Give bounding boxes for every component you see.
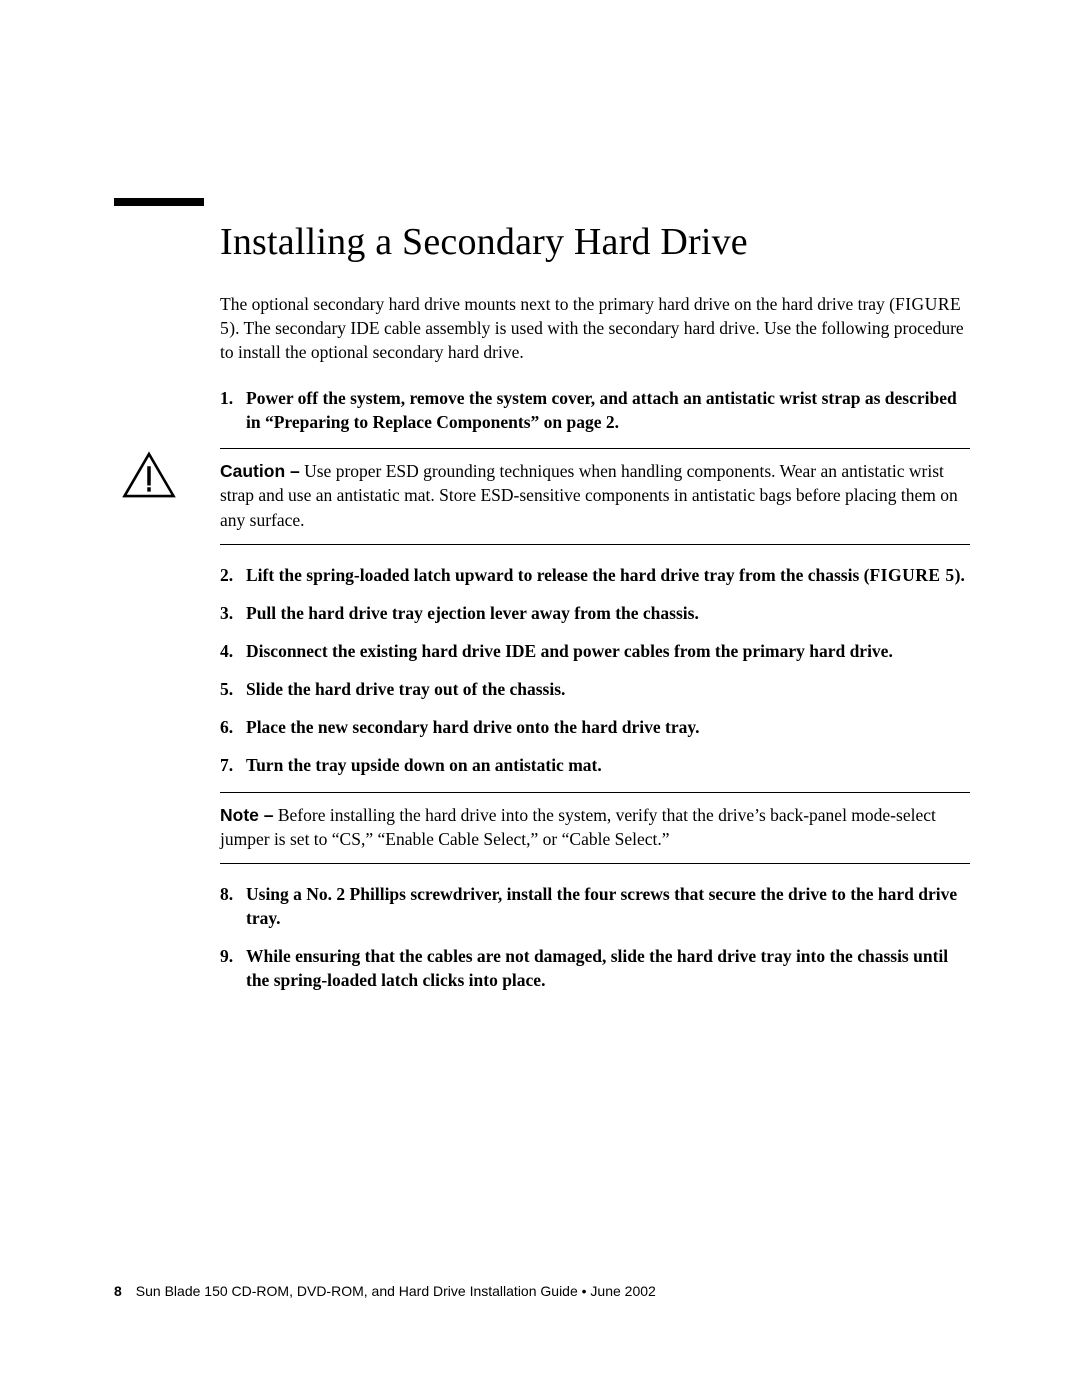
page: Installing a Secondary Hard Drive The op… [0, 0, 1080, 1397]
step-item: 6. Place the new secondary hard drive on… [220, 715, 970, 739]
page-title: Installing a Secondary Hard Drive [220, 220, 970, 266]
note-callout: Note – Before installing the hard drive … [220, 792, 970, 864]
step-text: Lift the spring-loaded latch upward to r… [246, 563, 970, 587]
step-text: Place the new secondary hard drive onto … [246, 715, 970, 739]
step-number: 3. [220, 601, 240, 625]
step-item: 2. Lift the spring-loaded latch upward t… [220, 563, 970, 587]
intro-pre: The optional secondary hard drive mounts… [220, 294, 895, 314]
step-item: 3. Pull the hard drive tray ejection lev… [220, 601, 970, 625]
step-item: 8. Using a No. 2 Phillips screwdriver, i… [220, 882, 970, 930]
step-number: 9. [220, 944, 240, 992]
figure-ref: FIGURE 5 [869, 565, 954, 585]
step-text: Using a No. 2 Phillips screwdriver, inst… [246, 882, 970, 930]
page-number: 8 [114, 1283, 122, 1299]
intro-paragraph: The optional secondary hard drive mounts… [220, 292, 970, 364]
step-number: 5. [220, 677, 240, 701]
step-text: While ensuring that the cables are not d… [246, 944, 970, 992]
step-item: 9. While ensuring that the cables are no… [220, 944, 970, 992]
caution-text: Use proper ESD grounding techniques when… [220, 461, 958, 529]
step-text: Pull the hard drive tray ejection lever … [246, 601, 970, 625]
step-number: 2. [220, 563, 240, 587]
note-text: Before installing the hard drive into th… [220, 805, 936, 849]
section-rule [114, 198, 204, 206]
step-item: 4. Disconnect the existing hard drive ID… [220, 639, 970, 663]
caution-icon [114, 448, 184, 500]
step-number: 8. [220, 882, 240, 930]
step-text: Slide the hard drive tray out of the cha… [246, 677, 970, 701]
caution-callout: Caution – Use proper ESD grounding techn… [220, 448, 970, 544]
step-text: Turn the tray upside down on an antistat… [246, 753, 970, 777]
step-pre: Lift the spring-loaded latch upward to r… [246, 565, 869, 585]
step-number: 6. [220, 715, 240, 739]
caution-block: Caution – Use proper ESD grounding techn… [220, 448, 970, 544]
steps-before-caution: 1. Power off the system, remove the syst… [220, 386, 970, 434]
intro-post: ). The secondary IDE cable assembly is u… [220, 318, 964, 362]
step-text: Power off the system, remove the system … [246, 386, 970, 434]
step-item: 1. Power off the system, remove the syst… [220, 386, 970, 434]
step-post: ). [955, 565, 965, 585]
steps-after-caution: 2. Lift the spring-loaded latch upward t… [220, 563, 970, 778]
footer-title: Sun Blade 150 CD-ROM, DVD-ROM, and Hard … [136, 1283, 656, 1299]
step-item: 5. Slide the hard drive tray out of the … [220, 677, 970, 701]
caution-label: Caution – [220, 461, 300, 481]
page-footer: 8 Sun Blade 150 CD-ROM, DVD-ROM, and Hard… [114, 1283, 656, 1299]
step-number: 7. [220, 753, 240, 777]
note-label: Note – [220, 805, 273, 825]
step-number: 1. [220, 386, 240, 434]
step-item: 7. Turn the tray upside down on an antis… [220, 753, 970, 777]
step-number: 4. [220, 639, 240, 663]
step-text: Disconnect the existing hard drive IDE a… [246, 639, 970, 663]
content-column: Installing a Secondary Hard Drive The op… [220, 220, 970, 1006]
steps-after-note: 8. Using a No. 2 Phillips screwdriver, i… [220, 882, 970, 993]
